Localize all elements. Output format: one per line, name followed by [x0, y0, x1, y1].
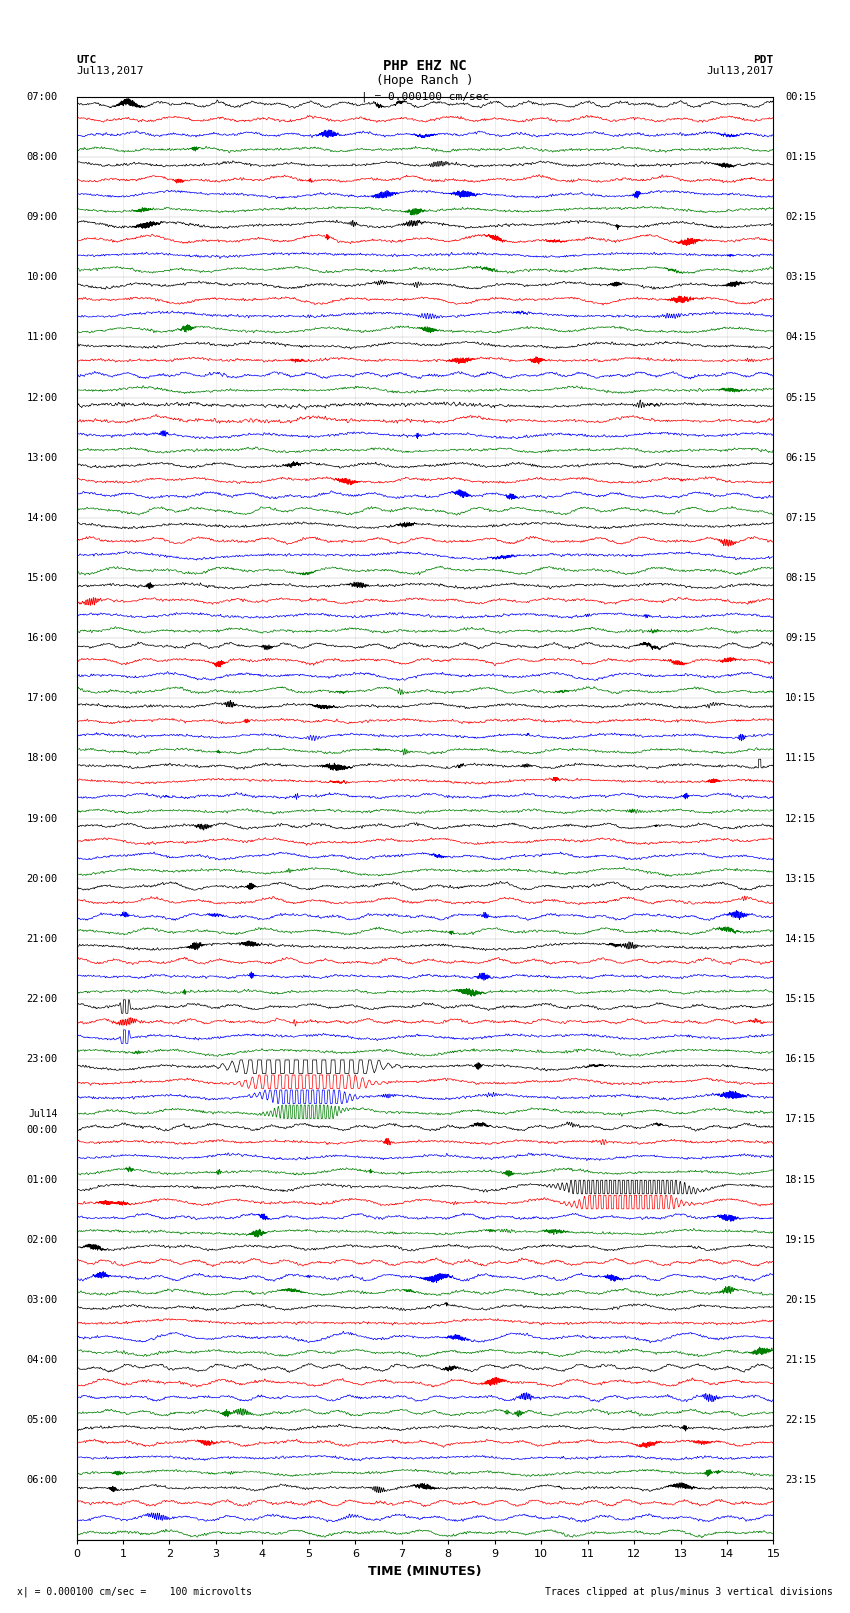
Text: 11:15: 11:15 — [785, 753, 816, 763]
Text: 17:00: 17:00 — [26, 694, 58, 703]
Text: 11:00: 11:00 — [26, 332, 58, 342]
Text: 14:00: 14:00 — [26, 513, 58, 523]
Text: 20:15: 20:15 — [785, 1295, 816, 1305]
Text: 19:15: 19:15 — [785, 1234, 816, 1245]
Text: 23:15: 23:15 — [785, 1476, 816, 1486]
Text: 09:15: 09:15 — [785, 634, 816, 644]
Text: (Hope Ranch ): (Hope Ranch ) — [377, 74, 473, 87]
Text: PDT: PDT — [753, 55, 774, 65]
Text: 02:00: 02:00 — [26, 1234, 58, 1245]
Text: 15:15: 15:15 — [785, 994, 816, 1003]
Text: 07:00: 07:00 — [26, 92, 58, 102]
Text: 15:00: 15:00 — [26, 573, 58, 582]
Text: 08:00: 08:00 — [26, 152, 58, 161]
Text: Jul13,2017: Jul13,2017 — [706, 66, 774, 76]
Text: 19:00: 19:00 — [26, 813, 58, 824]
Text: Traces clipped at plus/minus 3 vertical divisions: Traces clipped at plus/minus 3 vertical … — [545, 1587, 833, 1597]
Text: 23:00: 23:00 — [26, 1055, 58, 1065]
Text: UTC: UTC — [76, 55, 97, 65]
Text: 10:00: 10:00 — [26, 273, 58, 282]
Text: 03:15: 03:15 — [785, 273, 816, 282]
Text: 00:15: 00:15 — [785, 92, 816, 102]
Text: x| = 0.000100 cm/sec =    100 microvolts: x| = 0.000100 cm/sec = 100 microvolts — [17, 1586, 252, 1597]
Text: 01:15: 01:15 — [785, 152, 816, 161]
Text: 13:15: 13:15 — [785, 874, 816, 884]
Text: 06:00: 06:00 — [26, 1476, 58, 1486]
Text: 21:15: 21:15 — [785, 1355, 816, 1365]
Text: 00:00: 00:00 — [26, 1126, 58, 1136]
Text: 22:15: 22:15 — [785, 1415, 816, 1426]
Text: Jul13,2017: Jul13,2017 — [76, 66, 144, 76]
Text: PHP EHZ NC: PHP EHZ NC — [383, 58, 467, 73]
Text: 12:00: 12:00 — [26, 392, 58, 403]
Text: 05:00: 05:00 — [26, 1415, 58, 1426]
Text: 18:15: 18:15 — [785, 1174, 816, 1184]
Text: 10:15: 10:15 — [785, 694, 816, 703]
Text: 20:00: 20:00 — [26, 874, 58, 884]
Text: 02:15: 02:15 — [785, 211, 816, 223]
Text: 13:00: 13:00 — [26, 453, 58, 463]
Text: 16:00: 16:00 — [26, 634, 58, 644]
Text: 21:00: 21:00 — [26, 934, 58, 944]
Text: 17:15: 17:15 — [785, 1115, 816, 1124]
Text: 04:15: 04:15 — [785, 332, 816, 342]
Text: | = 0.000100 cm/sec: | = 0.000100 cm/sec — [361, 90, 489, 102]
Text: 01:00: 01:00 — [26, 1174, 58, 1184]
Text: 22:00: 22:00 — [26, 994, 58, 1003]
Text: Jul14: Jul14 — [29, 1110, 58, 1119]
Text: 18:00: 18:00 — [26, 753, 58, 763]
Text: 08:15: 08:15 — [785, 573, 816, 582]
Text: 05:15: 05:15 — [785, 392, 816, 403]
Text: 12:15: 12:15 — [785, 813, 816, 824]
Text: 03:00: 03:00 — [26, 1295, 58, 1305]
Text: 07:15: 07:15 — [785, 513, 816, 523]
Text: 14:15: 14:15 — [785, 934, 816, 944]
Text: 06:15: 06:15 — [785, 453, 816, 463]
Text: 16:15: 16:15 — [785, 1055, 816, 1065]
Text: 09:00: 09:00 — [26, 211, 58, 223]
Text: 04:00: 04:00 — [26, 1355, 58, 1365]
X-axis label: TIME (MINUTES): TIME (MINUTES) — [368, 1565, 482, 1578]
